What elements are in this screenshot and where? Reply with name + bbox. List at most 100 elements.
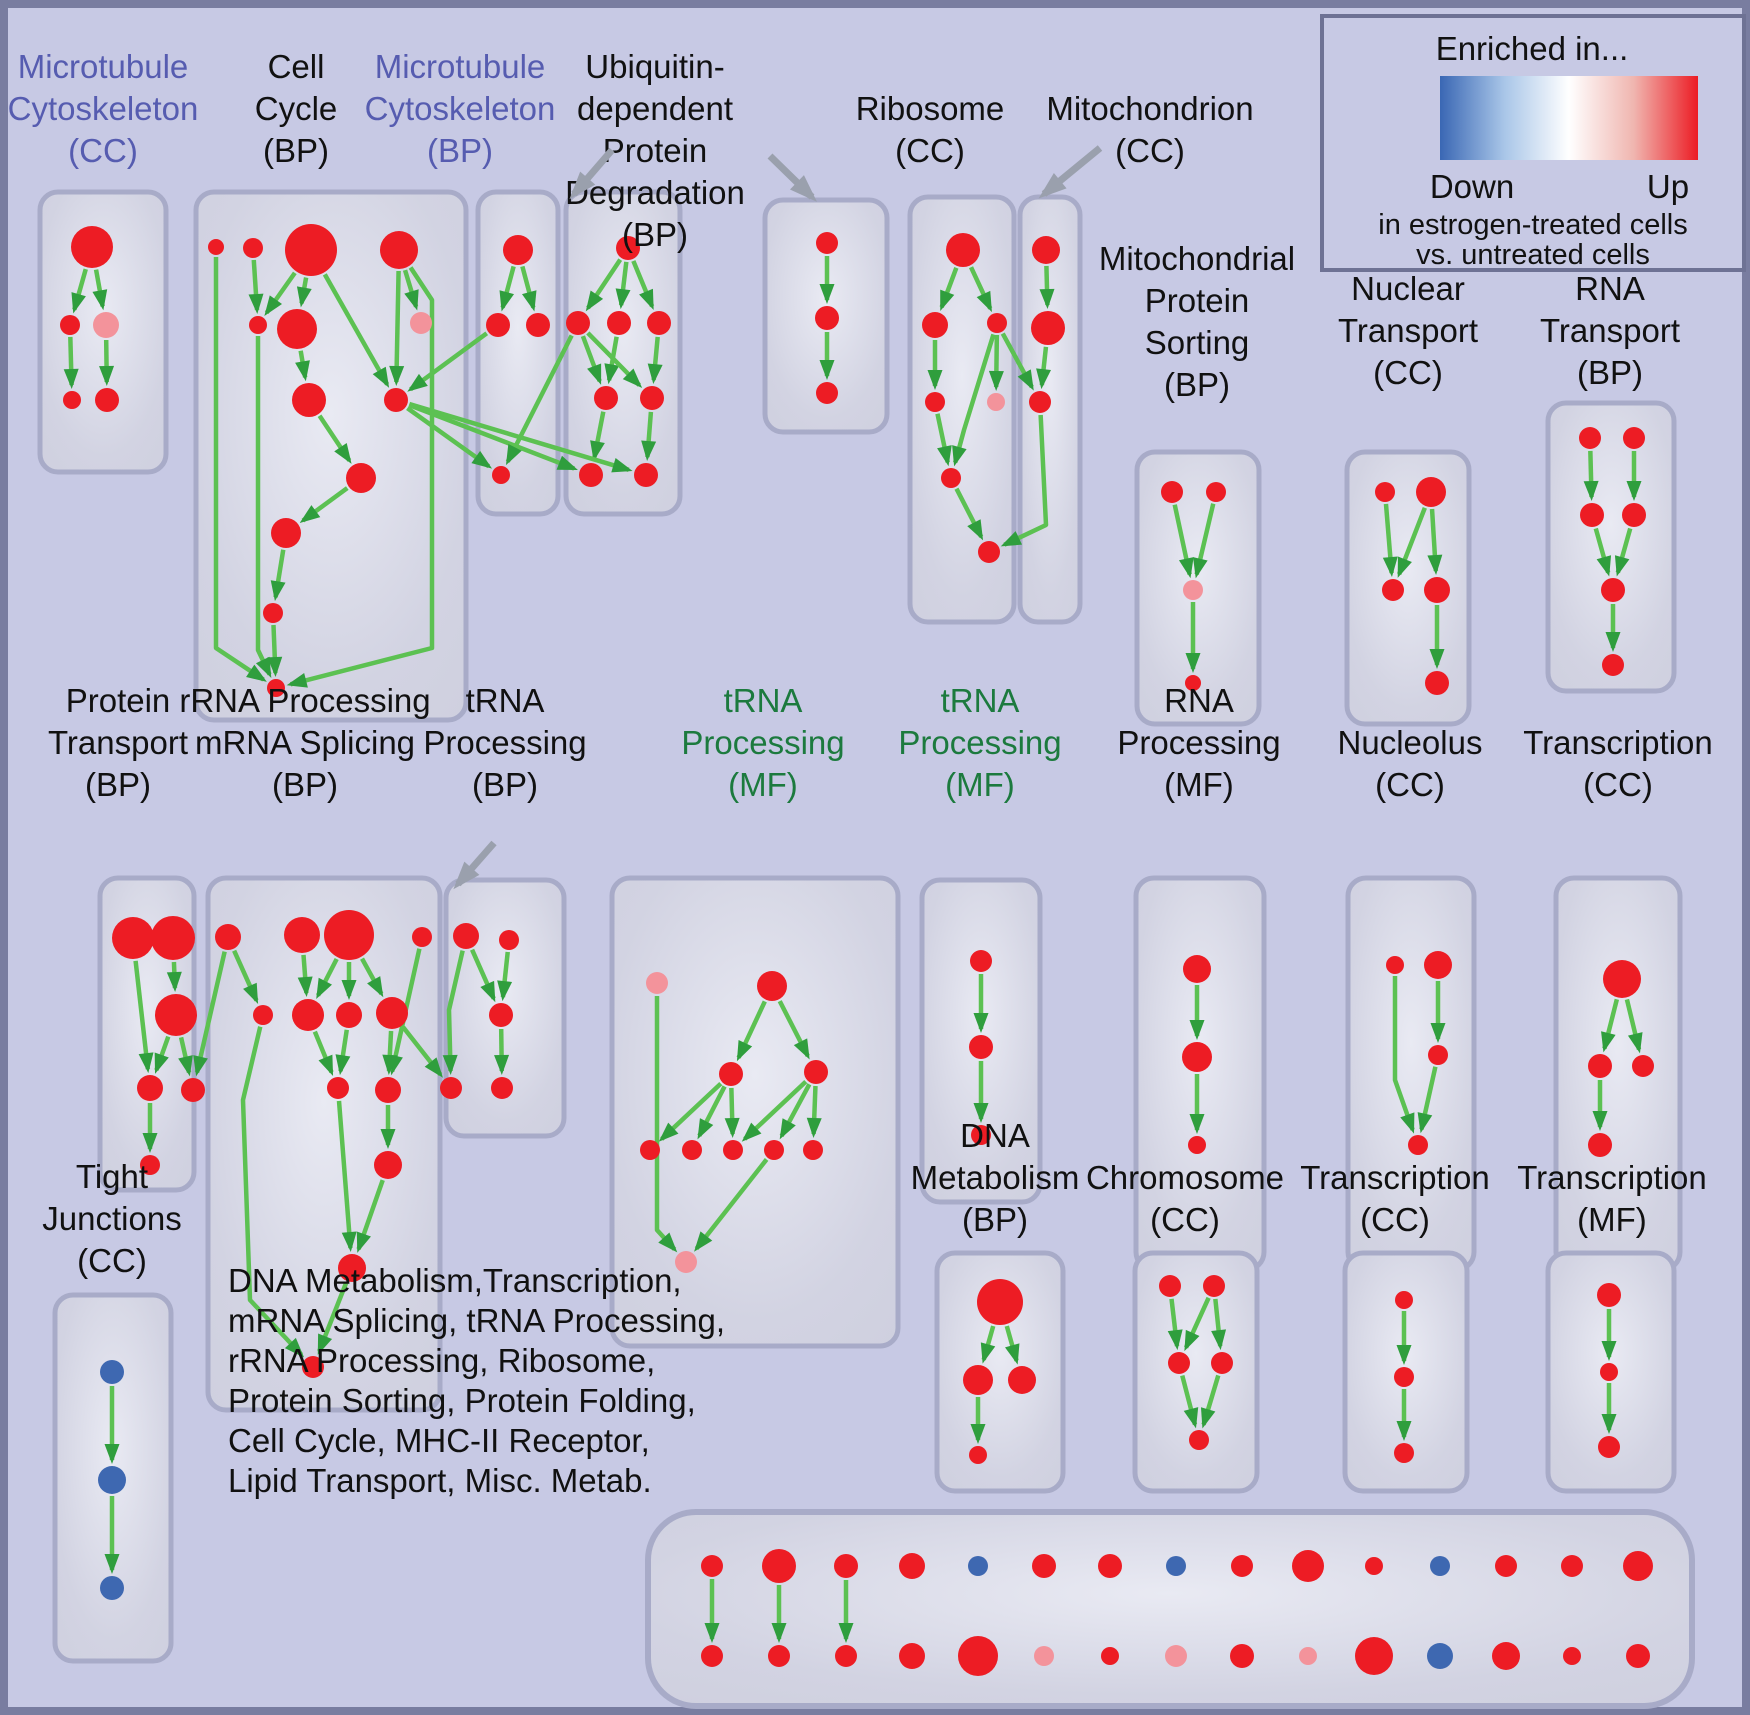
group-box-dna-metabolism [934,1250,1066,1494]
edge-arrow [401,1025,443,1078]
edge-arrow [939,267,959,311]
group-label-rna-processing-mf-line2: Processing [1117,724,1280,761]
node-rna-transport-p3 [1580,503,1604,527]
edge-arrow [697,1085,727,1140]
node-cell-cycle-c1 [208,239,224,255]
node-mito-sorting-s2 [1206,482,1226,502]
node-rrna-mrna-l3 [374,1151,402,1179]
edge-arrow [408,402,578,471]
node-strip-col6-top [1032,1554,1056,1578]
node-rrna-mrna-m2 [292,999,324,1031]
node-ribosome-r7 [978,541,1000,563]
group-label-rna-transport-line2: Transport [1540,312,1680,349]
edge-arrow [586,331,643,389]
edge-arrow [1392,976,1415,1134]
group-label-rrna-mrna-line2: mRNA Splicing [195,724,415,761]
callout-arrow-mitochondrion [1038,145,1103,199]
group-label-protein-transport-line1: Protein [66,682,171,719]
node-strip-col12-bottom [1427,1643,1453,1669]
edge-arrow [1200,1374,1221,1429]
node-transcription-mf-z1 [1597,1283,1621,1307]
node-trna-bp-w5 [491,1077,513,1099]
edge-arrow [316,958,339,999]
node-transcription-cc-1-f2 [1588,1054,1612,1078]
edge-arrow [99,339,115,387]
node-ubiquitin-a-u5 [594,386,618,410]
node-strip-col9-top [1231,1555,1253,1577]
edge-arrow [407,331,489,392]
edge-arrow [935,413,952,467]
node-mito-sorting-s4 [1185,675,1201,691]
node-trna-mf-2-h3 [971,1125,991,1145]
edge-arrow [406,406,493,469]
edge-arrow [631,260,655,311]
node-nucleolus-e2 [1424,951,1452,979]
edge-arrow [1167,1298,1183,1351]
group-label-ubiquitin-a-line1: Ubiquitin- [585,48,724,85]
edge-arrow [63,336,79,390]
node-transcription-cc-2-y3 [1394,1443,1414,1463]
node-strip-col15-top [1623,1551,1653,1581]
edge-arrow [1000,414,1049,547]
edge-arrow [647,336,663,385]
node-cell-cycle-c9 [384,388,408,412]
edge-arrow [1180,1375,1199,1429]
group-label-rrna-mrna-line1: rRNA Processing [179,682,430,719]
group-label-nuclear-transport-line3: (CC) [1373,354,1443,391]
node-ubiquitin-b-v1 [816,232,838,254]
node-strip-col9-bottom [1230,1644,1254,1668]
edge-arrow [295,350,310,382]
layer-labels: Microtubule Cytoskeleton (CC) Cell Cycle (BP)… [8,48,1713,1499]
legend-subtitle-1: in estrogen-treated cells [1378,209,1688,241]
node-strip-col6-bottom [1034,1646,1054,1666]
legend-up-label: Up [1647,168,1689,205]
edge-arrow [297,954,313,998]
node-tight-junctions-j1 [100,1360,124,1384]
group-label-trna-mf-1-line3: (MF) [728,766,798,803]
group-label-rrna-mrna-line3: (BP) [272,766,338,803]
edge-arrow [1000,332,1034,391]
node-nuclear-transport-n1 [1375,482,1395,502]
group-label-cell-cycle-line1: Cell [268,48,325,85]
node-transcription-mf-z3 [1598,1436,1620,1458]
node-rrna-mrna-b2 [302,1356,324,1378]
edge-arrow [641,411,657,462]
edge-arrow [736,1000,767,1062]
group-box-trna-mf-1 [609,875,901,1349]
node-trna-bp-w2 [499,930,519,950]
node-ubiquitin-b-v2 [815,306,839,330]
group-label-tight-junctions-line3: (CC) [77,1242,147,1279]
node-strip-col4-bottom [899,1643,925,1669]
group-box-microtubule-bp [475,189,561,517]
edge-arrow [356,1179,385,1253]
node-rna-transport-p1 [1579,427,1601,449]
callout-arrow-ubiquitin-right [767,153,818,202]
layer-edges [63,256,1643,1643]
node-microtubule-cc-a5 [95,388,119,412]
node-rna-processing-mf-k2 [1182,1042,1212,1072]
edge-arrow [264,271,297,317]
node-protein-transport-q5 [181,1078,205,1102]
group-label-transcription-cc-1-line1: Transcription [1523,724,1713,761]
edge-arrow [286,266,435,688]
annotation-line-6: Lipid Transport, Misc. Metab. [228,1462,652,1499]
group-label-transcription-cc-2-line1: Transcription [1300,1159,1490,1196]
edge-arrow [1172,504,1194,579]
group-label-trna-bp-line2: Processing [423,724,586,761]
node-cell-cycle-c12 [263,603,283,623]
edge-arrow [178,1036,193,1077]
edge-arrow [312,1030,334,1076]
node-ribosome-r1 [946,233,980,267]
node-strip-col10-top [1292,1550,1324,1582]
node-nucleolus-e3 [1428,1045,1448,1065]
node-rna-processing-mf-k3 [1188,1136,1206,1154]
node-cell-cycle-c3 [285,224,337,276]
edge-arrow [494,1028,510,1076]
edge-arrow [779,1083,812,1140]
node-ubiquitin-a-u2 [566,311,590,335]
node-transcription-cc-1-f1 [1603,960,1641,998]
node-microtubule-cc-a2 [60,315,80,335]
node-rrna-mrna-b1 [338,1254,366,1282]
node-transcription-cc-2-y1 [1395,1291,1413,1309]
group-label-ubiquitin-a-line5: (BP) [622,216,688,253]
